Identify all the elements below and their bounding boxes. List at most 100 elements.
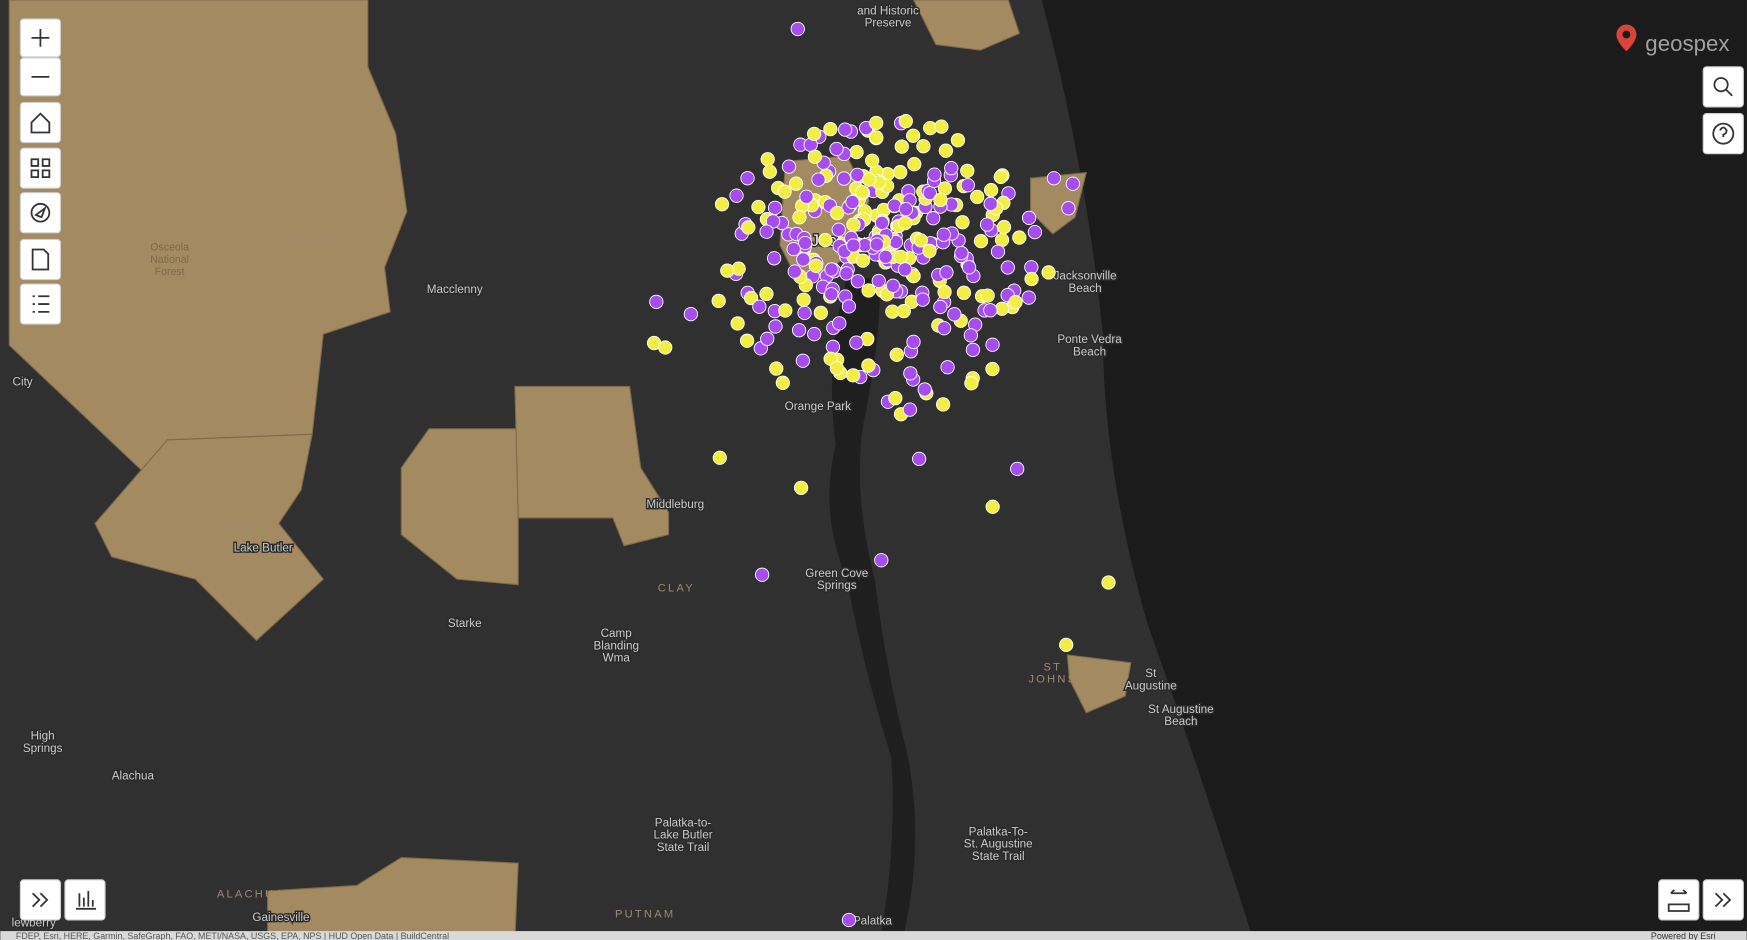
marker bbox=[898, 114, 913, 129]
marker bbox=[846, 217, 861, 232]
marker bbox=[786, 242, 801, 257]
marker bbox=[885, 278, 901, 293]
marker bbox=[797, 235, 813, 251]
print-button[interactable] bbox=[19, 238, 62, 281]
marker bbox=[760, 152, 775, 167]
marker bbox=[937, 284, 952, 300]
place-label: Palatka-To-St. Augustine State Trail bbox=[964, 825, 1033, 863]
marker bbox=[922, 243, 937, 259]
marker bbox=[1008, 295, 1023, 310]
place-label: City bbox=[13, 375, 33, 388]
marker bbox=[1101, 575, 1116, 590]
marker bbox=[955, 215, 970, 230]
marker bbox=[861, 358, 876, 373]
marker bbox=[769, 361, 784, 376]
marker bbox=[813, 305, 828, 320]
marker bbox=[824, 287, 839, 302]
marker bbox=[889, 347, 904, 362]
place-label: Gainesville bbox=[252, 911, 309, 924]
attribution-bar bbox=[0, 931, 1747, 940]
place-label: Orange Park bbox=[785, 400, 851, 413]
place-label-line: St. Augustine bbox=[964, 838, 1033, 851]
basemap-button[interactable] bbox=[19, 147, 62, 189]
marker bbox=[795, 353, 811, 368]
marker bbox=[751, 199, 766, 215]
marker bbox=[739, 333, 755, 348]
marker bbox=[850, 274, 865, 289]
marker bbox=[916, 139, 931, 154]
marker bbox=[711, 293, 726, 309]
place-labels: Macclenny JacksonvilleJacksonvilleBeach Po… bbox=[10, 3, 1215, 931]
marker bbox=[741, 220, 756, 235]
marker bbox=[768, 319, 783, 334]
marker bbox=[950, 133, 966, 148]
zoom-out-button[interactable] bbox=[19, 57, 62, 97]
locate-button[interactable] bbox=[19, 192, 62, 234]
marker bbox=[874, 553, 889, 568]
marker bbox=[790, 21, 805, 37]
chart-button[interactable] bbox=[64, 879, 106, 921]
county-label: PUTNAM bbox=[615, 909, 675, 921]
marker bbox=[740, 171, 755, 186]
swipe-button[interactable] bbox=[1658, 879, 1700, 921]
place-label: Green Cove Springs bbox=[805, 567, 868, 592]
legend-button[interactable] bbox=[19, 283, 62, 325]
expand-panel-button[interactable] bbox=[19, 879, 62, 921]
place-label-line: Springs bbox=[817, 579, 857, 592]
river bbox=[829, 278, 916, 940]
marker bbox=[839, 266, 854, 281]
marker bbox=[759, 286, 774, 302]
marker bbox=[902, 402, 918, 417]
place-label: Palatka-to-Lake Butler State Trail bbox=[653, 816, 712, 854]
marker bbox=[862, 172, 877, 187]
place-label-line: Blanding bbox=[593, 639, 639, 652]
marker bbox=[1027, 224, 1043, 240]
marker bbox=[903, 366, 918, 381]
marker bbox=[917, 382, 932, 397]
place-label: St Augustine bbox=[1125, 667, 1177, 692]
search-button[interactable] bbox=[1702, 66, 1744, 108]
marker bbox=[1010, 461, 1025, 477]
marker bbox=[956, 285, 972, 300]
forest-label-line: National bbox=[150, 254, 189, 266]
marker bbox=[1065, 176, 1080, 191]
marker bbox=[947, 307, 962, 322]
place-label-line: St bbox=[1145, 667, 1157, 680]
forest-label-line: Forest bbox=[155, 266, 185, 278]
home-button[interactable] bbox=[19, 101, 62, 144]
zoom-in-button[interactable] bbox=[19, 18, 62, 58]
marker bbox=[983, 303, 998, 318]
marker bbox=[762, 164, 777, 179]
marker bbox=[996, 219, 1012, 235]
marker bbox=[841, 299, 857, 314]
marker bbox=[796, 292, 811, 307]
marker bbox=[936, 321, 952, 336]
place-label-line: Beach bbox=[1069, 282, 1102, 295]
marker bbox=[893, 165, 908, 180]
place-label-line: Starke bbox=[448, 617, 482, 630]
marker bbox=[754, 567, 770, 582]
marker bbox=[878, 249, 893, 264]
county-label: ST bbox=[1043, 661, 1062, 673]
marker bbox=[849, 335, 864, 350]
tan-areas bbox=[8, 0, 1132, 940]
marker bbox=[743, 290, 759, 306]
collapse-panel-button[interactable] bbox=[1702, 879, 1744, 921]
marker bbox=[960, 178, 975, 193]
marker bbox=[985, 361, 1000, 377]
marker bbox=[965, 342, 981, 357]
marker bbox=[861, 283, 876, 298]
brand: geospex bbox=[1616, 24, 1730, 56]
place-label: Lake Butler bbox=[234, 541, 293, 554]
marker bbox=[970, 189, 985, 205]
place-label-line: Springs bbox=[23, 742, 63, 755]
place-label-line: Palatka-To- bbox=[969, 825, 1028, 838]
marker bbox=[927, 167, 942, 182]
help-button[interactable] bbox=[1702, 113, 1744, 155]
place-label-line: and Historic bbox=[857, 4, 919, 17]
marker bbox=[1061, 201, 1076, 216]
marker bbox=[649, 294, 664, 309]
marker bbox=[778, 303, 793, 318]
marker bbox=[944, 161, 959, 176]
